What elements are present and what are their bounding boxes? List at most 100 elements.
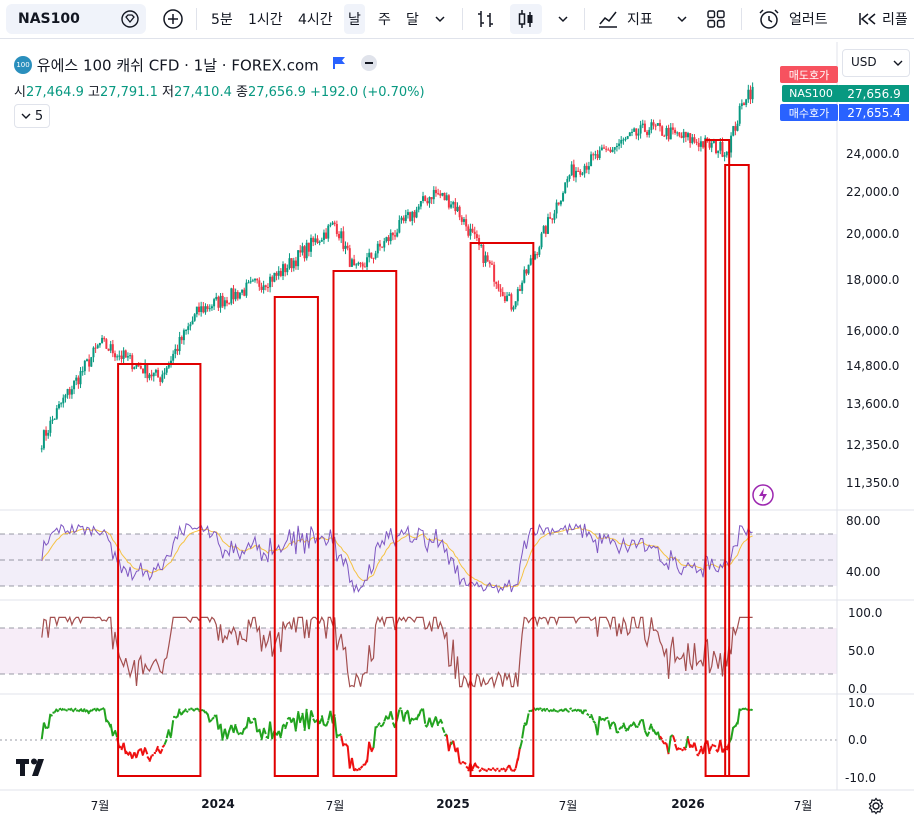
indicator-collapse-button[interactable]: 5 [14, 104, 50, 128]
candlestick-icon[interactable] [510, 4, 542, 34]
tradingview-logo[interactable] [16, 756, 52, 780]
chevron-down-icon[interactable] [675, 0, 689, 38]
candle-body [456, 206, 459, 212]
osc-segment [234, 725, 239, 734]
candle-body [370, 252, 373, 258]
candle-body [346, 245, 349, 249]
candle-body [154, 369, 157, 373]
plus-circle-icon[interactable] [162, 0, 184, 38]
candle-body [452, 202, 455, 205]
candle-body [275, 272, 278, 276]
indicators-button[interactable]: 지표 [627, 12, 653, 28]
candle-body [314, 238, 317, 243]
osc-segment [226, 730, 231, 740]
interval-1w[interactable]: 주 [378, 12, 391, 28]
replay-button[interactable]: 리플 [882, 12, 908, 28]
candle-body [628, 132, 631, 137]
osc-segment [40, 722, 45, 740]
symbol-search-box[interactable]: NAS100 [6, 4, 146, 34]
candle-body [738, 105, 741, 124]
highlight-box [724, 164, 750, 777]
chevron-down-icon[interactable] [556, 0, 570, 38]
gear-icon[interactable] [867, 797, 885, 819]
osc-segment [516, 747, 521, 761]
candle-body [391, 232, 394, 236]
series-title[interactable]: 유에스 100 캐쉬 CFD · 1날 · FOREX.com [36, 56, 319, 75]
candle-body [697, 143, 700, 147]
chevron-down-icon [21, 113, 31, 119]
alert-button[interactable]: 얼러트 [789, 12, 828, 28]
osc-segment [483, 768, 486, 771]
interval-1d[interactable]: 날 [344, 4, 365, 34]
candle-body [241, 289, 244, 293]
osc-segment [417, 709, 422, 717]
alarm-clock-plus-icon[interactable] [757, 0, 781, 38]
candle-body [133, 367, 136, 370]
candle-body [303, 246, 306, 259]
candle-body [404, 215, 407, 221]
osc-segment [312, 718, 317, 724]
candle-body [658, 123, 661, 127]
price-tick: 24,000.0 [846, 147, 900, 161]
flag-icon[interactable] [332, 56, 346, 74]
candle-body [615, 145, 618, 148]
osc-segment [671, 735, 677, 743]
candle-body [521, 282, 524, 291]
osc-segment [430, 721, 435, 728]
candle-body [426, 200, 429, 204]
osc-segment [396, 709, 401, 720]
candle-body [417, 206, 420, 210]
trend-line-icon[interactable] [597, 0, 619, 38]
symbol-name[interactable]: NAS100 [18, 11, 80, 27]
interval-5m[interactable]: 5분 [211, 12, 233, 28]
candle-body [600, 147, 603, 151]
candle-body [105, 339, 108, 349]
time-tick: 2024 [201, 797, 235, 811]
candle-body [432, 189, 435, 200]
osc-segment [161, 744, 166, 748]
osc-segment [508, 764, 513, 771]
osc-segment [223, 728, 228, 738]
candle-body [60, 403, 63, 405]
osc-segment [105, 719, 110, 724]
osc-segment [101, 707, 105, 710]
interval-1h[interactable]: 1시간 [248, 12, 283, 28]
candle-body [723, 155, 726, 157]
bar-chart-icon[interactable] [476, 0, 496, 38]
currency-select[interactable]: USD [842, 49, 910, 77]
lightning-icon[interactable] [752, 484, 774, 510]
candle-body [96, 345, 99, 348]
candle-body [613, 147, 616, 150]
osc-segment [659, 735, 663, 740]
candle-body [113, 353, 116, 358]
grid-icon[interactable] [706, 0, 726, 38]
candle-body [376, 243, 379, 254]
candle-body [506, 295, 509, 302]
osc-segment [294, 712, 300, 730]
osc-segment [633, 722, 638, 729]
candle-body [284, 264, 287, 273]
candle-body [689, 133, 692, 144]
candle-body [202, 306, 205, 313]
price-tick: 22,000.0 [846, 185, 900, 199]
price-tick: 18,000.0 [846, 273, 900, 287]
candle-body [428, 197, 431, 204]
interval-1M[interactable]: 달 [406, 12, 419, 28]
candle-body [624, 138, 627, 140]
osc-segment [340, 735, 345, 747]
candle-body [157, 369, 160, 378]
interval-4h[interactable]: 4시간 [298, 12, 333, 28]
symbol-price-value: 27,656.9 [839, 85, 909, 102]
high-value: 27,791.1 [99, 85, 158, 100]
osc-segment [69, 707, 73, 711]
chevron-down-icon[interactable] [433, 0, 447, 38]
osc-segment [336, 734, 340, 737]
osc-segment [447, 741, 453, 751]
rewind-icon[interactable] [858, 0, 878, 38]
osc-segment [124, 750, 129, 755]
diamond-arrow-icon[interactable] [120, 10, 140, 32]
low-value: 27,410.4 [173, 85, 232, 100]
minus-circle-icon[interactable] [360, 54, 378, 76]
candle-body [641, 123, 644, 126]
